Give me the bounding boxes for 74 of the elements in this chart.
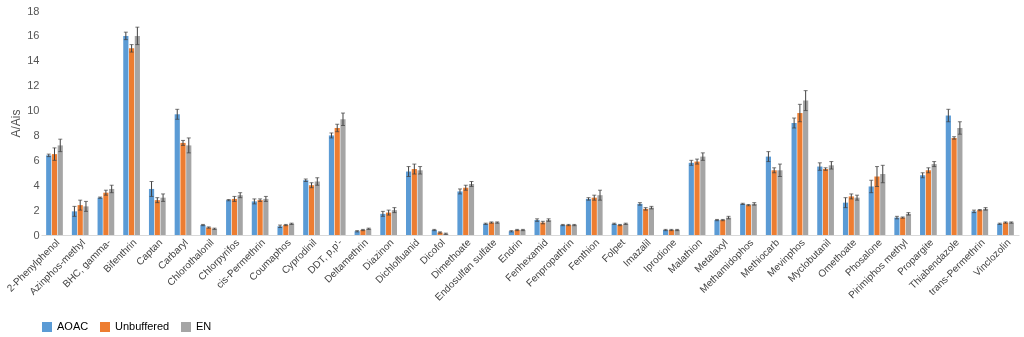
bar	[797, 113, 803, 235]
bar	[745, 205, 752, 235]
legend-label: AOAC	[57, 320, 89, 332]
bar	[340, 119, 346, 235]
bar	[283, 225, 289, 235]
bar	[200, 225, 206, 235]
bar	[226, 200, 232, 235]
bar	[977, 210, 983, 235]
bar	[405, 171, 412, 235]
bar	[623, 223, 629, 235]
bar	[57, 145, 63, 235]
bar	[637, 203, 643, 235]
bar	[611, 223, 617, 235]
bar	[971, 211, 977, 235]
bar	[740, 203, 746, 235]
bar	[483, 223, 489, 235]
bar	[874, 176, 880, 235]
bar	[288, 223, 295, 235]
bar	[894, 217, 900, 235]
bar	[714, 220, 720, 235]
bar	[982, 208, 989, 235]
bar	[945, 115, 951, 235]
bar	[534, 220, 540, 235]
bar	[134, 35, 140, 235]
bar	[791, 123, 797, 235]
bar	[77, 205, 83, 235]
y-tick-label: 4	[33, 178, 40, 191]
bar	[46, 155, 52, 235]
bar	[720, 220, 726, 235]
bar	[905, 213, 912, 235]
y-axis-title: A/Ais	[9, 109, 24, 138]
bar	[997, 223, 1003, 235]
y-tick-label: 0	[33, 228, 40, 241]
bar	[765, 156, 772, 235]
bar	[546, 220, 552, 235]
bar	[900, 217, 906, 235]
bar	[148, 188, 155, 235]
bar	[257, 200, 263, 235]
y-tick-label: 18	[27, 4, 40, 17]
y-tick-label: 6	[33, 153, 40, 166]
bar	[597, 195, 603, 235]
bar	[868, 186, 874, 235]
y-tick-label: 10	[27, 104, 40, 117]
bar	[803, 100, 809, 235]
legend-label: EN	[196, 320, 212, 332]
bar	[822, 169, 829, 235]
bar	[648, 207, 655, 235]
bar	[565, 225, 572, 235]
bar	[880, 174, 886, 235]
y-tick-label: 14	[27, 54, 40, 67]
bar	[571, 225, 577, 235]
bar	[842, 202, 849, 235]
bar	[777, 170, 783, 235]
y-tick-label: 16	[27, 29, 40, 42]
bar	[951, 137, 957, 235]
bar	[751, 203, 757, 235]
bar	[303, 180, 309, 235]
y-tick-label: 12	[27, 79, 40, 92]
bar	[468, 183, 475, 235]
bar	[411, 169, 417, 235]
y-tick-label: 2	[33, 203, 40, 216]
bar	[97, 197, 103, 235]
bar	[725, 217, 732, 235]
bar	[957, 127, 963, 235]
bar	[585, 198, 592, 235]
bar	[83, 206, 89, 235]
bar	[560, 225, 566, 235]
legend-label: Unbuffered	[115, 320, 170, 332]
y-tick-label: 8	[33, 128, 40, 141]
bar	[617, 225, 623, 235]
bar	[51, 154, 58, 235]
bar	[186, 145, 192, 235]
bar	[643, 208, 649, 235]
bar	[174, 114, 180, 235]
